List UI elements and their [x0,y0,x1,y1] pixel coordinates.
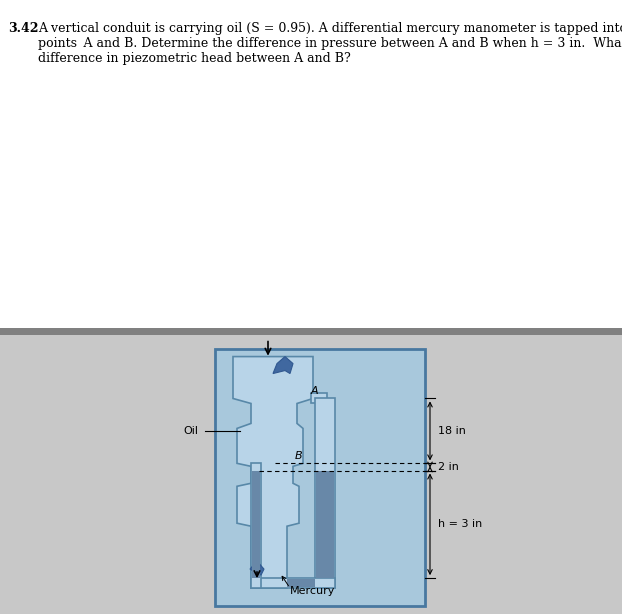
Text: Mercury: Mercury [290,586,335,596]
Polygon shape [233,357,313,588]
Text: difference in piezometric head between A and B?: difference in piezometric head between A… [38,52,351,65]
Text: 3.42: 3.42 [8,22,39,35]
Bar [252,470,260,578]
Text: A vertical conduit is carrying oil (S = 0.95). A differential mercury manometer : A vertical conduit is carrying oil (S = … [38,22,622,35]
Polygon shape [250,561,264,575]
Bar [251,578,335,588]
Text: A: A [311,386,318,397]
Text: 18 in: 18 in [438,426,466,436]
Text: B: B [295,451,303,461]
Bar [287,579,315,587]
Bar [215,349,425,606]
Text: h = 3 in: h = 3 in [438,519,482,529]
Bar [311,394,327,403]
Polygon shape [273,357,293,373]
Text: points  A and B. Determine the difference in pressure between A and B when h = 3: points A and B. Determine the difference… [38,37,622,50]
Bar [316,470,334,578]
Text: Oil: Oil [183,426,198,436]
Bar [315,398,335,588]
Bar [251,464,261,588]
Text: 2 in: 2 in [438,462,459,472]
